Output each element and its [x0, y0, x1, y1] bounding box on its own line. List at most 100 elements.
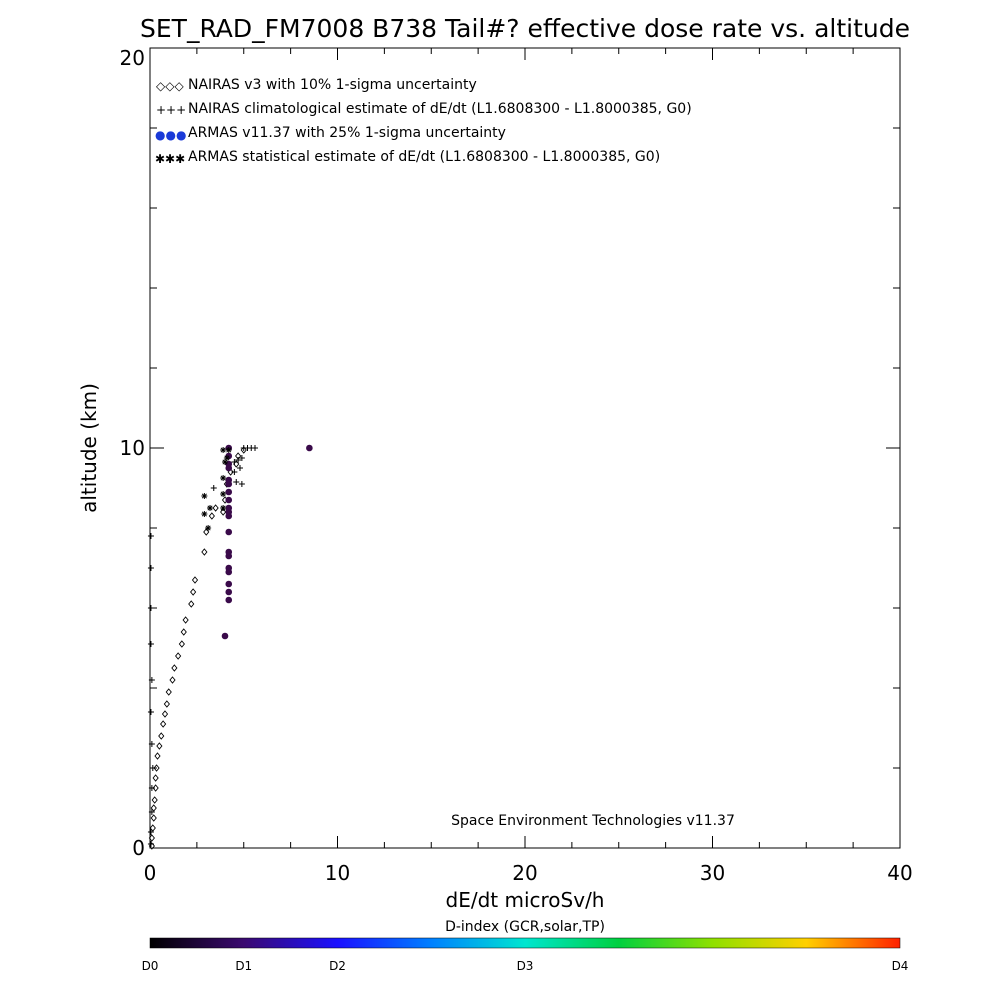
- nairas-clim-point: [148, 809, 155, 815]
- nairas-clim-point: [237, 465, 243, 471]
- legend-label-nairas-clim: NAIRAS climatological estimate of dE/dt …: [188, 101, 692, 117]
- nairas-clim-point: [149, 765, 156, 771]
- x-tick-label: 0: [144, 861, 157, 885]
- nairas-clim-point: [238, 455, 245, 461]
- nairas-point: [171, 664, 178, 672]
- nairas-clim-point: [233, 479, 240, 485]
- armas-stat-point: [225, 447, 232, 453]
- armas-point: [225, 596, 233, 604]
- y-axis-label: altitude (km): [77, 383, 101, 513]
- nairas-point: [190, 588, 197, 596]
- nairas-clim-point: [231, 469, 238, 475]
- nairas-point: [178, 640, 185, 648]
- nairas-point: [182, 616, 189, 624]
- nairas-point: [148, 834, 155, 842]
- armas-stat-point: [220, 475, 227, 481]
- nairas-clim-point: [147, 841, 154, 847]
- nairas-clim-point: [235, 457, 242, 463]
- nairas-clim-point: [238, 481, 245, 487]
- colorbar-label: D1: [235, 959, 252, 973]
- chart-title: SET_RAD_FM7008 B738 Tail#? effective dos…: [140, 14, 910, 43]
- colorbar-labels: D0 D1 D2 D3 D4: [142, 959, 909, 973]
- nairas-point: [220, 508, 227, 516]
- armas-point: [225, 496, 233, 504]
- nairas-clim-point: [252, 445, 258, 451]
- armas-stat-point: [220, 491, 227, 497]
- nairas-clim-point: [210, 485, 217, 491]
- nairas-clim-point: [148, 741, 155, 747]
- colorbar-label: D0: [142, 959, 159, 973]
- legend-marker-armas-stat: ✱✱✱: [155, 152, 185, 166]
- legend: ◇◇◇ NAIRAS v3 with 10% 1-sigma uncertain…: [155, 77, 692, 166]
- data-points: [147, 444, 313, 850]
- nairas-point: [152, 774, 159, 782]
- legend-marker-armas: ●●●: [155, 128, 186, 142]
- x-tick-labels: 0 10 20 30 40: [144, 861, 913, 885]
- armas-stat-point: [201, 511, 208, 517]
- nairas-point: [191, 576, 199, 584]
- plot-frame: [149, 47, 901, 849]
- nairas-clim-point: [147, 641, 154, 647]
- colorbar-label: D3: [517, 959, 534, 973]
- armas-point: [225, 488, 233, 496]
- axis-ticks: [149, 47, 901, 849]
- armas-stat-point: [223, 455, 230, 461]
- nairas-point: [158, 732, 165, 740]
- armas-point: [225, 476, 233, 484]
- nairas-point: [208, 512, 215, 520]
- armas-point: [225, 564, 233, 572]
- nairas-point: [150, 804, 157, 812]
- legend-label-armas-stat: ARMAS statistical estimate of dE/dt (L1.…: [188, 149, 660, 165]
- armas-stat-point: [207, 505, 213, 511]
- nairas-clim-point: [231, 459, 238, 465]
- x-tick-label: 40: [887, 861, 912, 885]
- nairas-clim-point: [147, 829, 154, 835]
- x-tick-label: 10: [325, 861, 350, 885]
- nairas-clim-point: [147, 533, 154, 539]
- credit-annotation: Space Environment Technologies v11.37: [451, 813, 735, 829]
- nairas-clim-point: [148, 785, 155, 791]
- y-tick-label: 10: [120, 436, 145, 460]
- y-tick-label: 0: [132, 836, 145, 860]
- legend-label-nairas: NAIRAS v3 with 10% 1-sigma uncertainty: [188, 77, 477, 93]
- armas-point: [225, 504, 233, 512]
- nairas-point: [188, 600, 195, 608]
- nairas-point: [154, 752, 161, 760]
- nairas-clim-point: [147, 709, 154, 715]
- legend-marker-nairas: ◇◇◇: [156, 79, 184, 93]
- armas-stat-point: [222, 459, 228, 465]
- armas-stat-point: [220, 505, 227, 511]
- nairas-clim-point: [147, 565, 154, 571]
- nairas-point: [165, 688, 172, 696]
- armas-point: [221, 632, 229, 640]
- nairas-point: [161, 710, 169, 718]
- nairas-point: [160, 720, 167, 728]
- armas-point: [306, 444, 313, 452]
- colorbar: [149, 937, 901, 949]
- x-tick-label: 30: [700, 861, 725, 885]
- nairas-point: [175, 652, 182, 660]
- nairas-point: [150, 814, 157, 822]
- nairas-point: [240, 446, 247, 454]
- x-tick-label: 20: [512, 861, 537, 885]
- y-tick-label: 20: [120, 46, 145, 70]
- armas-point: [225, 588, 233, 596]
- nairas-point: [149, 824, 156, 832]
- nairas-point: [169, 676, 176, 684]
- armas-point: [225, 528, 233, 536]
- armas-point: [225, 580, 233, 588]
- nairas-point: [148, 842, 155, 850]
- legend-label-armas: ARMAS v11.37 with 25% 1-sigma uncertaint…: [188, 125, 506, 141]
- armas-stat-point: [201, 493, 208, 499]
- nairas-point: [153, 764, 160, 772]
- nairas-clim-point: [147, 605, 154, 611]
- armas-stat-point: [205, 525, 212, 531]
- colorbar-title: D-index (GCR,solar,TP): [445, 919, 605, 935]
- colorbar-label: D4: [892, 959, 909, 973]
- nairas-point: [156, 742, 163, 750]
- nairas-point: [163, 700, 170, 708]
- nairas-point: [152, 784, 159, 792]
- armas-stat-point: [220, 447, 227, 453]
- nairas-point: [212, 504, 219, 512]
